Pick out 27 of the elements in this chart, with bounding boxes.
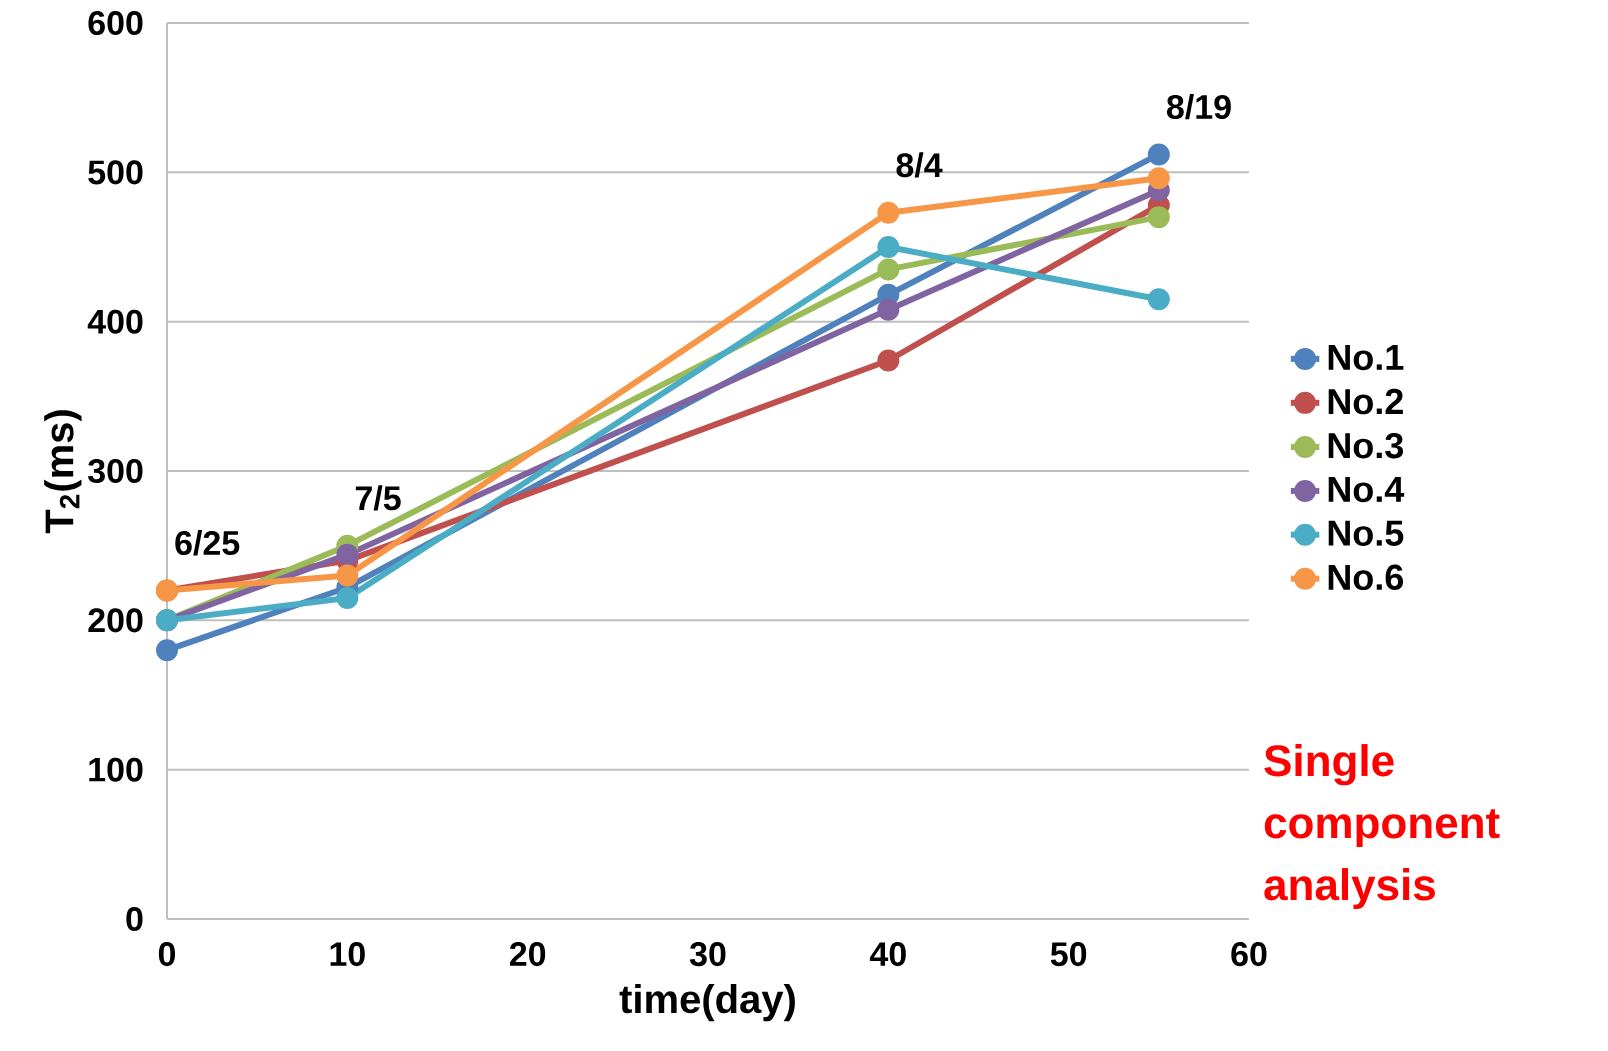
- legend-label: No.5: [1328, 520, 1404, 546]
- legend-label: No.2: [1328, 388, 1403, 415]
- y-axis-title: T$_{2}$(ms): [44, 410, 82, 534]
- annotation: 8/19: [1166, 94, 1231, 120]
- x-tick-label: 40: [869, 942, 906, 967]
- legend-label: No.1: [1328, 345, 1404, 371]
- annotation: 8/4: [896, 152, 943, 178]
- x-tick-label: 50: [1050, 942, 1087, 967]
- x-tick-label: 20: [509, 942, 546, 967]
- text: Single component analysis: [1264, 744, 1500, 910]
- legend-label: No.3: [1328, 432, 1404, 459]
- legend-label: No.4: [1328, 477, 1405, 503]
- y-tick-label: 200: [88, 608, 143, 633]
- x-tick-label: 30: [689, 942, 726, 967]
- legend-label: No.6: [1328, 564, 1404, 591]
- y-tick-label: 300: [87, 458, 143, 484]
- x-tick-label: 60: [1231, 942, 1267, 967]
- x-axis-title: time(day): [619, 983, 795, 1022]
- x-tick-label: 0: [158, 942, 176, 967]
- annotation: 7/5: [355, 485, 401, 511]
- y-tick-label: 0: [126, 906, 143, 932]
- annotation: 6/25: [175, 530, 240, 556]
- y-tick-label: 100: [89, 757, 143, 782]
- y-tick-label: 500: [88, 160, 143, 185]
- x-tick-label: 10: [330, 942, 365, 967]
- y-tick-label: 400: [87, 309, 143, 334]
- y-tick-label: 600: [88, 10, 143, 36]
